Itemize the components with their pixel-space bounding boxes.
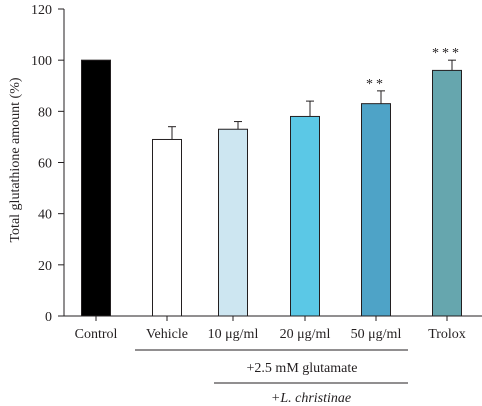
y-tick-label: 100	[31, 54, 52, 69]
y-tick-label: 20	[38, 259, 52, 274]
bars	[81, 59, 462, 317]
bar	[290, 115, 320, 317]
y-tick-label: 120	[31, 3, 52, 18]
significance-mark: **	[366, 77, 386, 92]
y-axis-ticks: 0 20 40 60 80 100 120	[31, 3, 64, 325]
bar	[152, 138, 182, 317]
x-tick-label: 20 μg/ml	[280, 327, 331, 342]
bar	[432, 69, 462, 317]
y-tick-label: 40	[38, 208, 52, 223]
bar	[361, 103, 391, 317]
x-tick-label: 10 μg/ml	[208, 327, 259, 342]
y-tick-label: 0	[45, 310, 52, 325]
glutamate-label: +2.5 mM glutamate	[247, 361, 358, 376]
x-tick-label: Trolox	[428, 327, 466, 342]
y-axis-label: Total glutathione amount (%)	[8, 77, 23, 242]
y-tick-label: 60	[38, 157, 52, 172]
x-tick-label: Control	[75, 327, 118, 342]
x-tick-label: Vehicle	[146, 327, 188, 342]
significance-marks: *****	[366, 46, 462, 92]
error-bars	[168, 59, 456, 140]
y-tick-label: 80	[38, 105, 52, 120]
bar	[218, 128, 248, 317]
bar	[81, 59, 111, 317]
x-tick-label: 50 μg/ml	[351, 327, 402, 342]
extract-label: +L. christinae	[271, 391, 351, 406]
x-axis-ticks: Control Vehicle 10 μg/ml 20 μg/ml 50 μg/ml Tr…	[75, 316, 466, 342]
significance-mark: ***	[432, 46, 462, 61]
